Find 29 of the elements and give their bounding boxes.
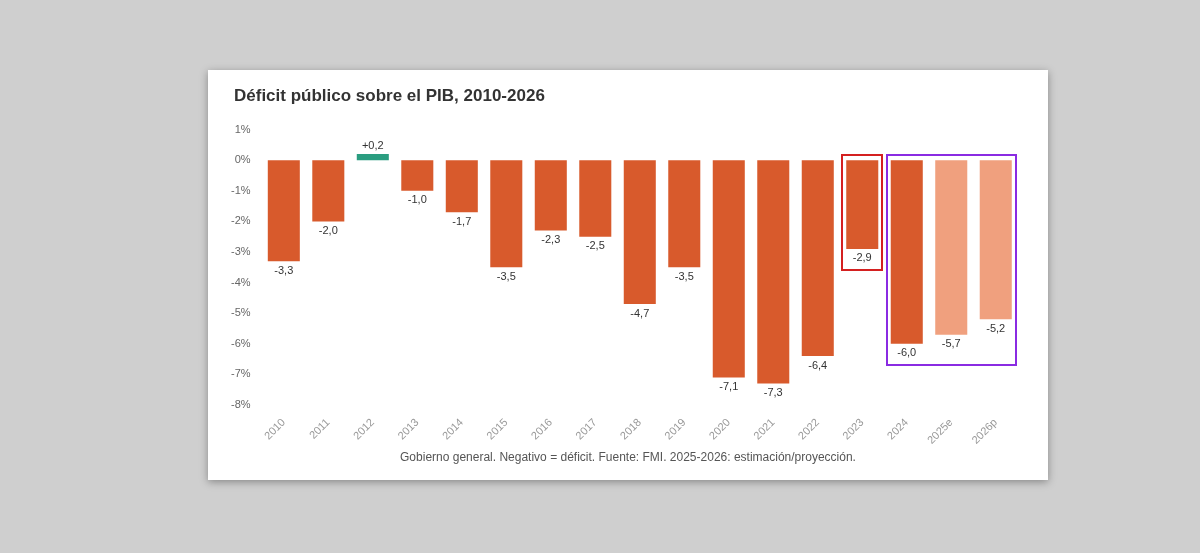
data-label: -2,3: [541, 233, 561, 246]
y-tick-label: -2%: [231, 214, 251, 227]
y-tick-label: 1%: [234, 122, 251, 135]
data-label: -2,5: [585, 239, 605, 252]
data-label: -3,5: [496, 269, 516, 282]
data-label: -4,7: [630, 306, 650, 319]
y-tick-label: -4%: [231, 275, 251, 288]
y-tick-label: -6%: [231, 336, 251, 349]
data-label: -2,9: [852, 251, 872, 264]
y-tick-label: -5%: [231, 306, 251, 319]
data-label: -3,3: [274, 263, 294, 276]
y-tick-label: -8%: [231, 398, 251, 411]
chart-title: Déficit público sobre el PIB, 2010-2026: [234, 86, 545, 106]
text: Gobierno general. Negativo = déficit. Fuente: FMI. 2025-2026: estimación/proyección.: [399, 450, 857, 464]
y-tick-label: -7%: [231, 367, 251, 380]
y-tick-label: -3%: [231, 245, 251, 258]
y-tick-label: 0%: [234, 153, 251, 166]
data-label: -1,7: [452, 214, 472, 227]
data-label: -3,5: [674, 269, 694, 282]
data-label: +0,2: [361, 138, 384, 151]
data-label: -5,7: [941, 337, 961, 350]
data-label: -1,0: [407, 193, 427, 206]
data-label: -7,1: [719, 380, 739, 393]
data-label: -2,0: [318, 223, 338, 236]
data-label: -6,4: [808, 358, 828, 371]
data-label: -5,2: [986, 321, 1006, 334]
data-label: -6,0: [897, 346, 917, 359]
data-label: -7,3: [763, 386, 783, 399]
y-tick-label: -1%: [231, 183, 251, 196]
